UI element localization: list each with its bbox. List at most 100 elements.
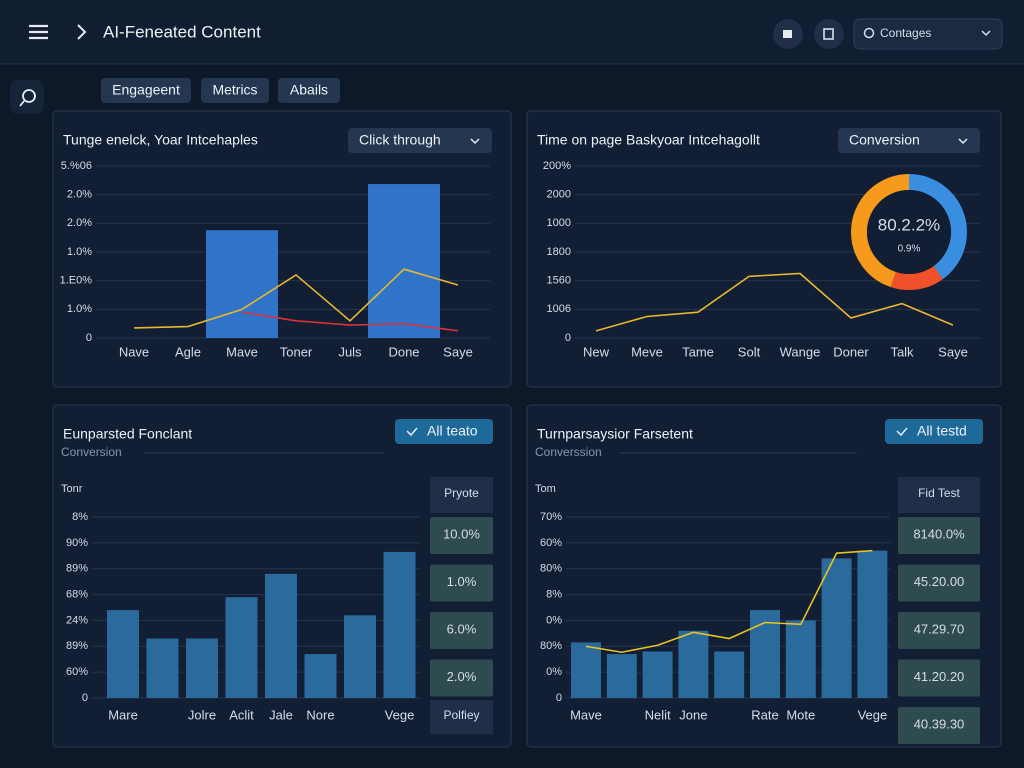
caret (958, 138, 968, 145)
y-axis-label: Tonr (61, 483, 83, 495)
chevron[interactable] (77, 24, 87, 40)
tab[interactable] (278, 78, 340, 103)
panel-subtitle: Conversion (61, 445, 122, 459)
table-cell (898, 612, 980, 649)
dropdown[interactable] (395, 419, 493, 444)
table-cell-text: 10.0% (443, 526, 480, 541)
menu-icon[interactable] (29, 24, 48, 40)
x-tick-label: Mote (786, 707, 815, 722)
y-tick-label: 8% (72, 511, 88, 523)
y-tick-label: 0 (82, 692, 88, 704)
table-cell-text: 1.0% (447, 574, 477, 589)
table-cell-text: 47.29.70 (914, 621, 965, 636)
panel-title: Eunparsted Fonclant (63, 426, 192, 442)
x-tick-label: Jale (269, 707, 293, 722)
x-tick-label: Aclit (229, 707, 254, 722)
table-header (898, 477, 980, 513)
x-tick-label: Nave (119, 344, 149, 359)
search-icon (19, 100, 25, 107)
caret (981, 30, 991, 37)
bar (785, 620, 816, 698)
y-tick-label: 5.%06 (61, 160, 92, 172)
table-header-text: Pryote (444, 486, 479, 500)
bar (146, 638, 179, 698)
y-tick-label: 1006 (547, 303, 571, 315)
side-button[interactable] (10, 80, 44, 114)
donut-label: 80.2.2% (878, 215, 940, 234)
y-tick-label: 24% (66, 614, 88, 626)
panel-subtitle: Converssion (535, 445, 602, 459)
y-tick-label: 200% (543, 160, 571, 172)
y-tick-label: 2.0% (67, 189, 92, 201)
x-tick-label: Agle (175, 344, 201, 359)
table-cell-text: 45.20.00 (914, 574, 965, 589)
tab[interactable] (101, 78, 191, 103)
tab-label: Abails (290, 82, 328, 98)
y-tick-label: 1.E0% (60, 275, 93, 287)
table-cell-text: 2.0% (447, 669, 477, 684)
y-tick-label: 68% (66, 588, 88, 600)
bar (821, 558, 852, 698)
donut-hole (867, 190, 951, 274)
x-tick-label: Doner (833, 344, 869, 359)
panel (526, 110, 1002, 388)
table-cell (898, 517, 980, 554)
dropdown[interactable] (348, 128, 492, 153)
icon (823, 28, 834, 40)
dropdown-label: Click through (359, 132, 441, 148)
y-tick-label: 1.0% (67, 246, 92, 258)
bar (857, 550, 888, 698)
bar (265, 573, 297, 698)
table-cell (898, 659, 980, 697)
table-cell-text: 40.39.30 (914, 716, 965, 731)
x-tick-label: Nore (306, 707, 334, 722)
tab-label: Engageent (112, 82, 180, 98)
app-title: AI-Feneated Content (103, 22, 261, 41)
icon-button[interactable] (814, 19, 844, 49)
x-tick-label: Mave (570, 707, 602, 722)
bar (186, 638, 218, 698)
panel-title: Time on page Baskyoar Intcehagollt (537, 132, 760, 148)
x-tick-label: Juls (338, 344, 362, 359)
line (241, 311, 459, 332)
table-footer-text: Polfiey (443, 708, 479, 722)
bar (678, 630, 709, 698)
y-tick-label: 80% (540, 640, 562, 652)
dropdown[interactable] (885, 419, 983, 444)
y-tick-label: 1800 (547, 246, 571, 258)
search-box[interactable] (853, 18, 1003, 50)
line (595, 272, 954, 332)
dropdown[interactable] (838, 128, 980, 153)
panel-title: Turnparsaysior Farsetent (537, 426, 693, 442)
tab[interactable] (201, 78, 269, 103)
x-tick-label: Jolre (188, 707, 216, 722)
bar (368, 184, 440, 338)
y-tick-label: 60% (540, 537, 562, 549)
table-header (430, 477, 493, 513)
search-icon (863, 27, 875, 39)
bar (206, 230, 278, 338)
dropdown-label: All testd (917, 423, 967, 439)
table-header-text: Fid Test (918, 486, 960, 500)
y-tick-label: 0% (546, 666, 562, 678)
bar (107, 610, 139, 698)
table-cell (430, 659, 493, 697)
x-tick-label: Nelit (645, 707, 671, 722)
bar (304, 654, 337, 698)
bar (714, 651, 745, 698)
y-tick-label: 0 (86, 332, 92, 344)
dropdown-label: Conversion (849, 132, 920, 148)
bar (571, 642, 601, 698)
x-tick-label: Rate (751, 707, 778, 722)
y-tick-label: 2.0% (67, 217, 92, 229)
x-tick-label: Jone (679, 707, 707, 722)
bar (750, 610, 780, 698)
table-cell (430, 612, 493, 649)
x-tick-label: Vege (858, 707, 888, 722)
table-cell-text: 6.0% (447, 621, 477, 636)
y-tick-label: 0% (546, 614, 562, 626)
y-tick-label: 90% (66, 537, 88, 549)
line (133, 268, 459, 329)
